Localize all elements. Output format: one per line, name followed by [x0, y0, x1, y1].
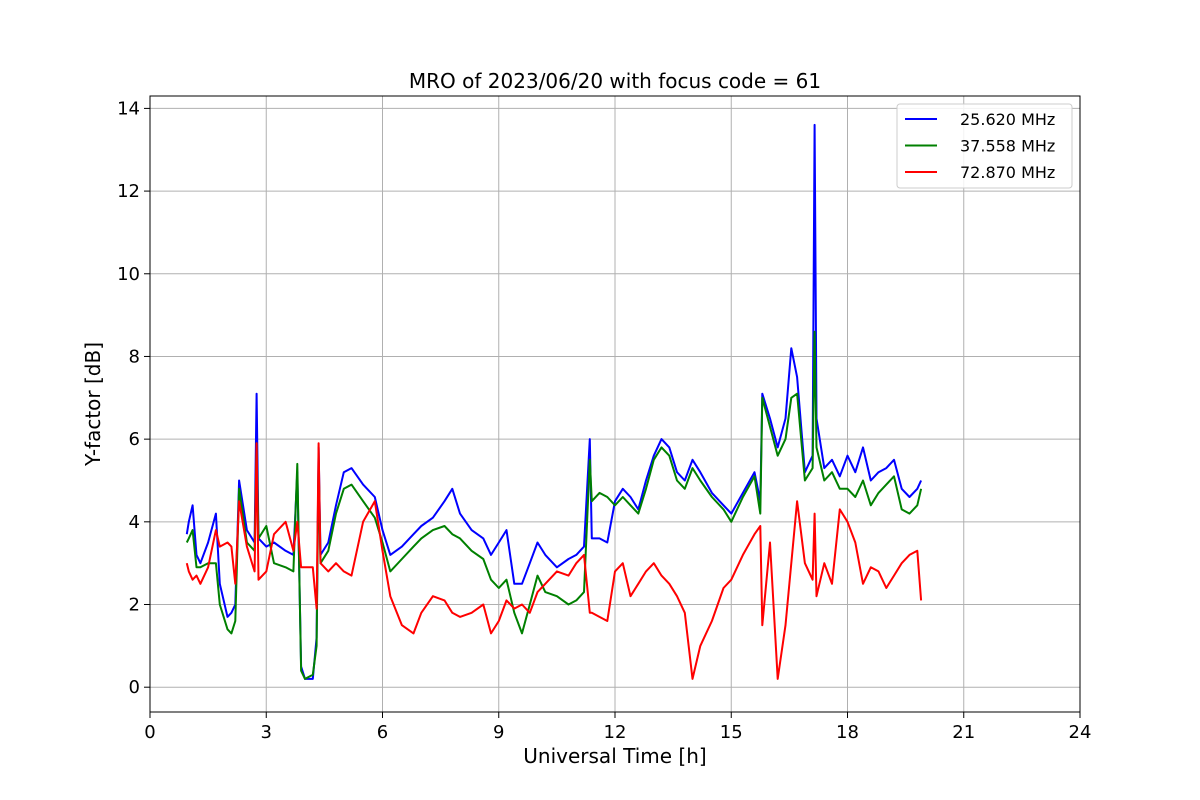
legend-label-1: 25.620 MHz — [960, 110, 1055, 129]
legend-label-2: 37.558 MHz — [960, 137, 1055, 156]
grid — [149, 96, 1081, 712]
x-tick-label: 24 — [1069, 722, 1092, 743]
x-tick-label: 6 — [377, 722, 388, 743]
y-tick-label: 2 — [129, 595, 140, 616]
x-tick-label: 21 — [952, 722, 975, 743]
x-tick-label: 15 — [720, 722, 743, 743]
y-tick-label: 12 — [117, 181, 140, 202]
legend-box — [896, 103, 1073, 189]
x-tick-label: 12 — [604, 722, 627, 743]
legend-label-3: 72.870 MHz — [960, 163, 1055, 182]
x-tick-label: 18 — [836, 722, 859, 743]
y-tick-label: 6 — [129, 429, 140, 450]
y-tick-label: 0 — [129, 677, 140, 698]
y-tick-label: 10 — [117, 264, 140, 285]
legend: 25.620 MHz 37.558 MHz 72.870 MHz — [896, 103, 1073, 189]
x-tick-label: 9 — [493, 722, 504, 743]
y-tick-label: 14 — [117, 98, 140, 119]
series-line-2 — [185, 330, 923, 680]
y-tick-label: 4 — [129, 512, 140, 533]
x-axis-label: Universal Time [h] — [523, 744, 706, 768]
series-line-3 — [185, 442, 923, 680]
y-axis-label: Y-factor [dB] — [81, 342, 105, 467]
series-group — [185, 123, 923, 680]
x-tick-label: 0 — [144, 722, 155, 743]
x-tick-label: 3 — [261, 722, 272, 743]
chart-title: MRO of 2023/06/20 with focus code = 61 — [409, 69, 821, 93]
y-tick-label: 8 — [129, 346, 140, 367]
